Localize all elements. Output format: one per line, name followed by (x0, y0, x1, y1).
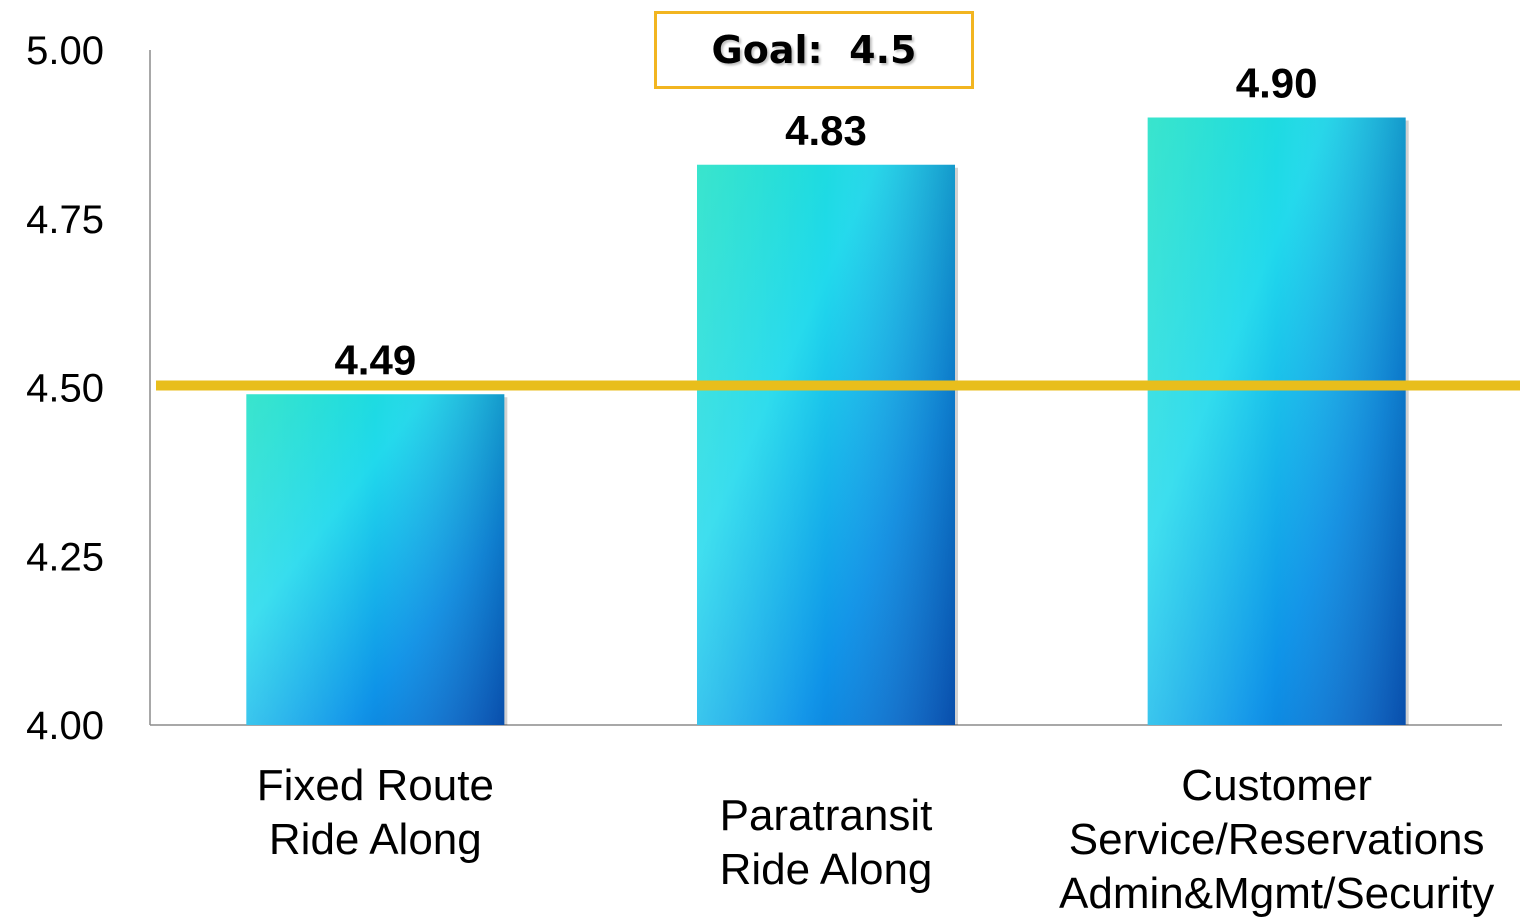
y-tick-label: 4.75 (26, 198, 104, 242)
y-tick-label: 5.00 (26, 29, 104, 73)
y-tick-label: 4.25 (26, 535, 104, 579)
y-tick-label: 4.50 (26, 367, 104, 411)
y-tick-label: 4.00 (26, 704, 104, 748)
category-label-line: Service/Reservations (1069, 815, 1485, 864)
goal-callout-box: Goal: 4.5 (654, 11, 974, 89)
data-label: 4.83 (785, 107, 867, 154)
bars (246, 117, 1409, 725)
category-label-line: Admin&Mgmt/Security (1059, 869, 1494, 917)
bar-shading (1147, 117, 1406, 725)
category-label-line: Fixed Route (257, 761, 494, 810)
category-label-line: Customer (1181, 761, 1372, 810)
category-label-line: Ride Along (720, 845, 933, 894)
y-axis: 4.00 4.25 4.50 4.75 5.00 (26, 29, 1502, 748)
bar-shading (697, 164, 955, 725)
category-label: Paratransit Ride Along (720, 791, 933, 894)
data-label: 4.49 (334, 336, 416, 383)
category-label: Customer Service/Reservations Admin&Mgmt/S… (1059, 761, 1494, 917)
data-label: 4.90 (1236, 60, 1318, 107)
data-labels: 4.49 4.83 4.90 (334, 60, 1317, 384)
goal-callout-text: Goal: 4.5 (711, 28, 917, 72)
category-labels: Fixed Route Ride Along Paratransit Ride Alo… (257, 761, 1495, 917)
category-label-line: Paratransit (720, 791, 933, 840)
category-label: Fixed Route Ride Along (257, 761, 494, 864)
bar-shading (246, 394, 505, 725)
category-label-line: Ride Along (269, 815, 482, 864)
